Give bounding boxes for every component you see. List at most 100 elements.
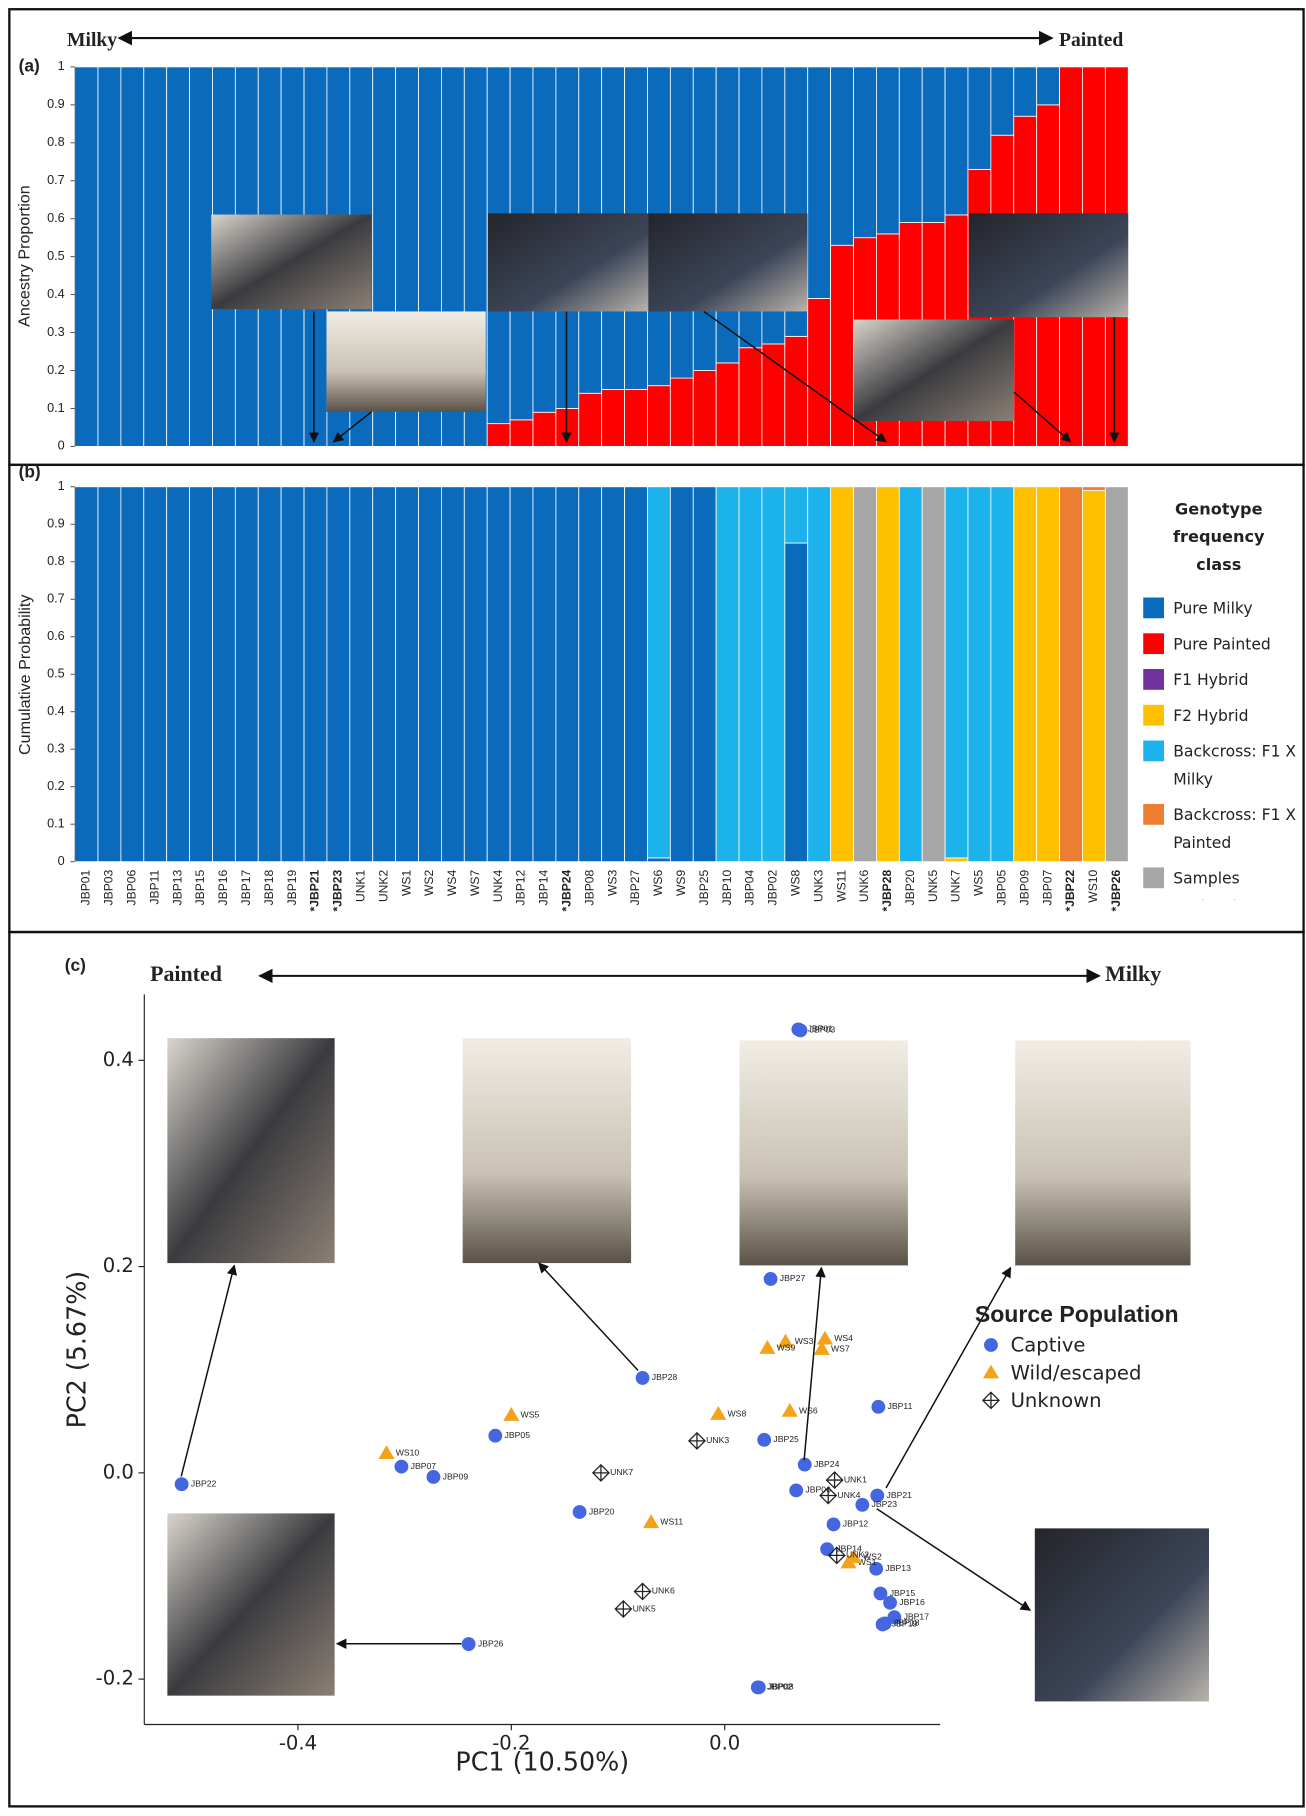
y-tick-label: 0.2 <box>47 779 65 793</box>
point-label: JBP08 <box>768 1682 794 1692</box>
point-label: WS11 <box>660 1517 683 1527</box>
bar-segment <box>350 487 373 862</box>
bar-segment <box>739 487 762 862</box>
y-tick-label: 1 <box>58 59 65 73</box>
legend-label: F1 Hybrid <box>1173 667 1248 695</box>
bar-segment <box>739 348 762 447</box>
x-tick-label: *JBP22 <box>1063 869 1077 911</box>
bar-segment <box>556 408 579 446</box>
y-tick-label: 1 <box>58 479 65 493</box>
marker-shape <box>634 1583 650 1599</box>
legend-title: Source Population <box>975 1301 1179 1327</box>
point-label: WS10 <box>396 1448 420 1458</box>
point-label: JBP05 <box>505 1430 531 1440</box>
point-label: JBP07 <box>411 1461 437 1471</box>
bar-segment <box>167 487 190 862</box>
y-tick-label: 0.6 <box>47 629 65 643</box>
bar-segment <box>647 386 670 447</box>
marker-shape <box>395 1460 409 1474</box>
point-label: WS3 <box>795 1336 814 1346</box>
x-tick-label: JBP08 <box>582 869 596 905</box>
y-tick-label: 0.9 <box>47 517 65 531</box>
marker-shape <box>752 1680 766 1694</box>
photo <box>463 1038 631 1263</box>
point <box>789 1483 803 1497</box>
photo <box>167 1038 334 1263</box>
bar-segment <box>190 487 213 862</box>
point <box>395 1460 409 1474</box>
bar-segment <box>808 487 831 862</box>
point-label: JBP20 <box>589 1506 615 1516</box>
panel-label: (c) <box>65 955 86 975</box>
legend-label: Unknown <box>1011 1389 1102 1412</box>
x-tick-label: JBP07 <box>1040 869 1054 905</box>
legend-swatch <box>1143 804 1164 825</box>
arrow-label: Milky <box>67 30 117 51</box>
point-label: JBP28 <box>652 1372 678 1382</box>
x-tick-label: WS4 <box>445 869 459 896</box>
x-tick-label: WS1 <box>399 869 413 896</box>
marker-shape <box>378 1445 394 1459</box>
photo <box>854 320 1014 422</box>
bar-segment <box>464 487 487 862</box>
legend-swatch <box>1143 741 1164 762</box>
bar-segment <box>808 298 831 446</box>
bar-segment <box>762 487 785 862</box>
bar-segment <box>98 487 121 862</box>
bar-segment <box>75 67 98 447</box>
bar-segment <box>579 487 602 862</box>
marker-shape <box>883 1596 897 1610</box>
point <box>593 1465 609 1481</box>
marker-shape <box>871 1400 885 1414</box>
bar-segment <box>854 487 877 862</box>
x-tick-label: JBP18 <box>262 869 276 905</box>
x-tick-label: -0.4 <box>279 1732 317 1755</box>
panel-label: (a) <box>19 55 40 75</box>
marker-shape <box>983 1392 999 1408</box>
bar-segment <box>968 487 991 862</box>
point <box>764 1272 778 1286</box>
bar-segment <box>876 67 899 234</box>
legend-label: Backcross: F1 X Painted <box>1173 802 1301 857</box>
y-tick-label: 0.1 <box>47 401 65 415</box>
point <box>794 1023 808 1037</box>
bar-segment <box>899 487 922 862</box>
point-label: UNK4 <box>837 1490 860 1500</box>
x-tick-label: JBP04 <box>743 869 757 905</box>
legend-label: Captive <box>1011 1334 1086 1357</box>
marker-shape <box>689 1433 705 1449</box>
point <box>378 1445 394 1459</box>
bar-segment <box>167 67 190 447</box>
point-label: UNK6 <box>652 1586 675 1596</box>
bar-segment <box>1014 487 1037 862</box>
bar-segment <box>373 487 396 862</box>
y-tick-label: 0.8 <box>47 135 65 149</box>
photo <box>211 215 371 310</box>
bar-segment <box>693 371 716 447</box>
bar-segment <box>1060 487 1083 862</box>
bar-segment <box>831 67 854 245</box>
point <box>710 1406 726 1420</box>
bar-segment <box>991 67 1014 135</box>
x-tick-label: JBP02 <box>766 869 780 905</box>
y-tick-label: 0.2 <box>47 363 65 377</box>
bar-segment <box>396 487 419 862</box>
x-tick-label: JBP03 <box>102 869 116 905</box>
bar-segment <box>487 424 510 447</box>
point <box>503 1407 519 1421</box>
arrow <box>804 1268 821 1461</box>
legend-item: Backcross: F1 X Painted <box>1136 802 1301 857</box>
point <box>573 1505 587 1519</box>
legend-label: F2 Hybrid <box>1173 702 1248 730</box>
point <box>488 1429 502 1443</box>
y-axis-title: PC2 (5.67%) <box>62 1271 92 1429</box>
legend-item: F2 Hybrid <box>1136 702 1301 730</box>
point-label: JBP09 <box>443 1471 469 1481</box>
bar-segment <box>945 487 968 858</box>
x-tick-label: UNK5 <box>926 869 940 902</box>
legend-swatch <box>1143 705 1164 726</box>
point-label: JBP27 <box>780 1273 806 1283</box>
y-tick-label: 0.4 <box>103 1048 134 1071</box>
point-label: JBP06 <box>805 1485 831 1495</box>
point <box>820 1542 834 1556</box>
